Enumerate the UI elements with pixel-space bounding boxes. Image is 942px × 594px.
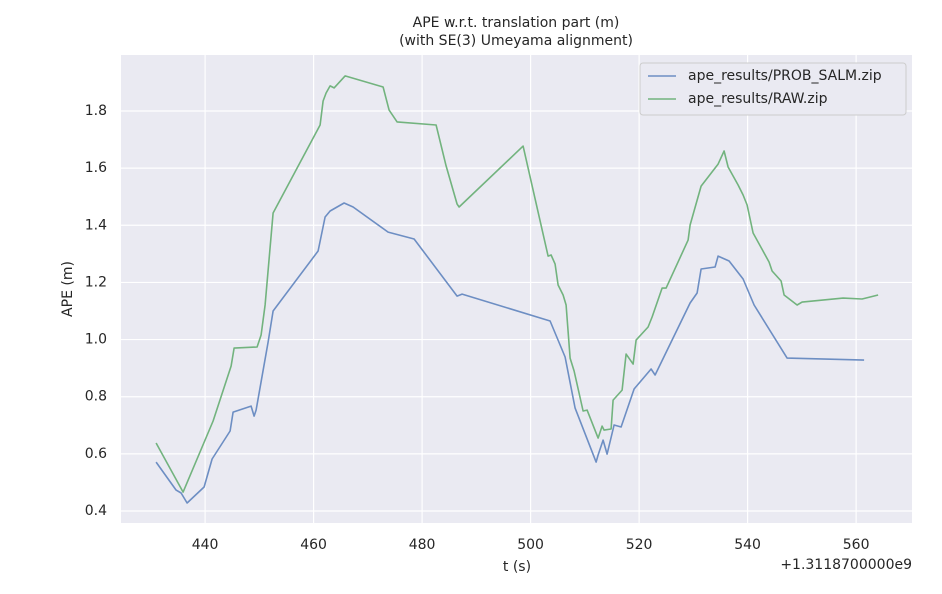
x-tick-label: 520 (626, 537, 653, 553)
y-tick-label: 0.4 (85, 503, 107, 519)
y-tick-label: 1.4 (85, 217, 107, 233)
y-tick-label: 1.8 (85, 103, 107, 119)
x-tick-label: 480 (409, 537, 436, 553)
y-tick-label: 0.8 (85, 389, 107, 405)
x-tick-label: 460 (300, 537, 327, 553)
plot-area (121, 55, 912, 523)
y-tick-label: 1.2 (85, 274, 107, 290)
legend (639, 62, 907, 116)
series-line (155, 75, 879, 493)
y-tick-label: 0.6 (85, 446, 107, 462)
chart-subtitle: (with SE(3) Umeyama alignment) (399, 33, 633, 49)
y-tick-label: 1.0 (85, 332, 107, 348)
x-offset-label: +1.3118700000e9 (780, 557, 912, 573)
legend-label: ape_results/RAW.zip (688, 91, 828, 107)
x-tick-label: 540 (734, 537, 761, 553)
series-line (155, 202, 865, 504)
legend-entries: ape_results/PROB_SALM.zip ape_results/RAW… (648, 68, 882, 107)
y-axis-label: APE (m) (60, 261, 76, 317)
x-tick-label: 440 (192, 537, 219, 553)
x-axis-label: t (s) (503, 559, 531, 575)
legend-label: ape_results/PROB_SALM.zip (688, 68, 882, 84)
lines (155, 75, 879, 504)
chart-title: APE w.r.t. translation part (m) (413, 15, 620, 31)
y-tick-label: 1.6 (85, 160, 107, 176)
x-tick-label: 500 (517, 537, 544, 553)
x-tick-label: 560 (843, 537, 870, 553)
